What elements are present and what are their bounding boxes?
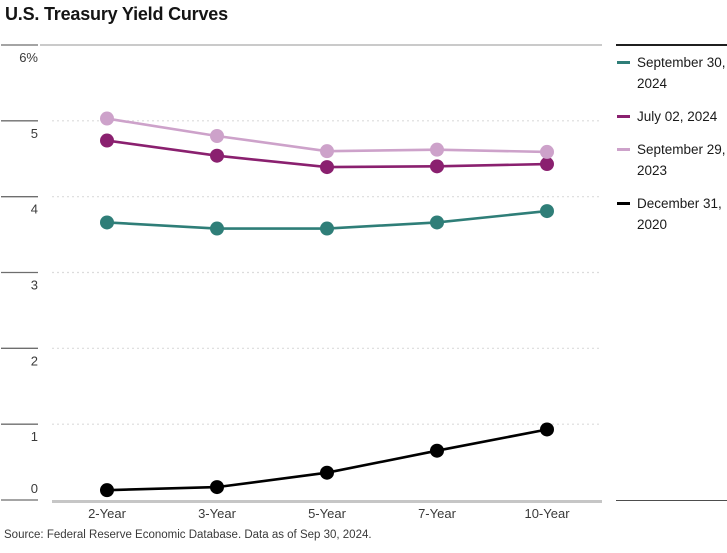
legend-dash-icon [617,148,630,151]
legend-label: September 30, 2024 [637,55,726,91]
y-tick-label: 1 [31,429,38,444]
data-point-jul-02-2024-5-Year [320,160,334,175]
legend-label: July 02, 2024 [637,109,718,124]
data-point-sep-29-2023-2-Year [100,111,114,126]
data-point-dec-31-2020-3-Year [210,480,224,495]
yield-curve-chart-canvas: 0 1 2 3 4 5 6% 2-Year 3-Year 5-Year 7-Year 10-Year [1,44,602,521]
data-point-sep-30-2024-5-Year [320,221,334,236]
y-tick-label: 3 [31,278,38,293]
data-point-dec-31-2020-2-Year [100,483,114,498]
data-point-sep-29-2023-7-Year [430,142,444,157]
y-tick-label: 6% [19,50,38,65]
legend-dash-icon [617,202,630,205]
x-tick-label: 3-Year [198,506,236,521]
x-tick-label: 5-Year [308,506,346,521]
legend-label: December 31, 2020 [637,196,722,232]
data-point-sep-30-2024-10-Year [540,204,554,219]
y-tick-label: 2 [31,353,38,368]
y-tick-label: 0 [31,481,38,496]
legend-item-sep-29-2023: September 29, 2023 [616,139,727,181]
legend-item-dec-31-2020: December 31, 2020 [616,193,727,235]
data-point-sep-29-2023-5-Year [320,144,334,159]
source-note: Source: Federal Reserve Economic Databas… [4,529,372,541]
data-point-dec-31-2020-7-Year [430,443,444,458]
data-point-sep-30-2024-7-Year [430,215,444,230]
data-point-sep-29-2023-3-Year [210,129,224,143]
x-tick-label: 10-Year [524,506,570,521]
data-point-jul-02-2024-3-Year [210,148,224,163]
x-tick-label: 7-Year [418,506,456,521]
chart-legend: September 30, 2024 July 02, 2024 Septemb… [616,44,727,501]
y-tick-label: 4 [31,202,38,217]
legend-item-jul-02-2024: July 02, 2024 [616,106,727,127]
data-point-jul-02-2024-2-Year [100,133,114,148]
legend-label: September 29, 2023 [637,142,726,178]
legend-dash-icon [617,115,630,118]
data-point-dec-31-2020-10-Year [540,422,554,437]
series-line-dec-31-2020 [106,428,548,492]
data-point-sep-30-2024-2-Year [100,215,114,230]
legend-dash-icon [617,61,630,64]
data-point-dec-31-2020-5-Year [320,465,334,480]
legend-item-sep-30-2024: September 30, 2024 [616,52,727,94]
data-point-sep-30-2024-3-Year [210,221,224,236]
data-point-jul-02-2024-7-Year [430,159,444,174]
y-tick-label: 5 [31,126,38,141]
data-point-jul-02-2024-10-Year [540,157,554,172]
data-point-sep-29-2023-10-Year [540,144,554,159]
chart-title: U.S. Treasury Yield Curves [5,4,228,24]
x-tick-label: 2-Year [88,506,126,521]
